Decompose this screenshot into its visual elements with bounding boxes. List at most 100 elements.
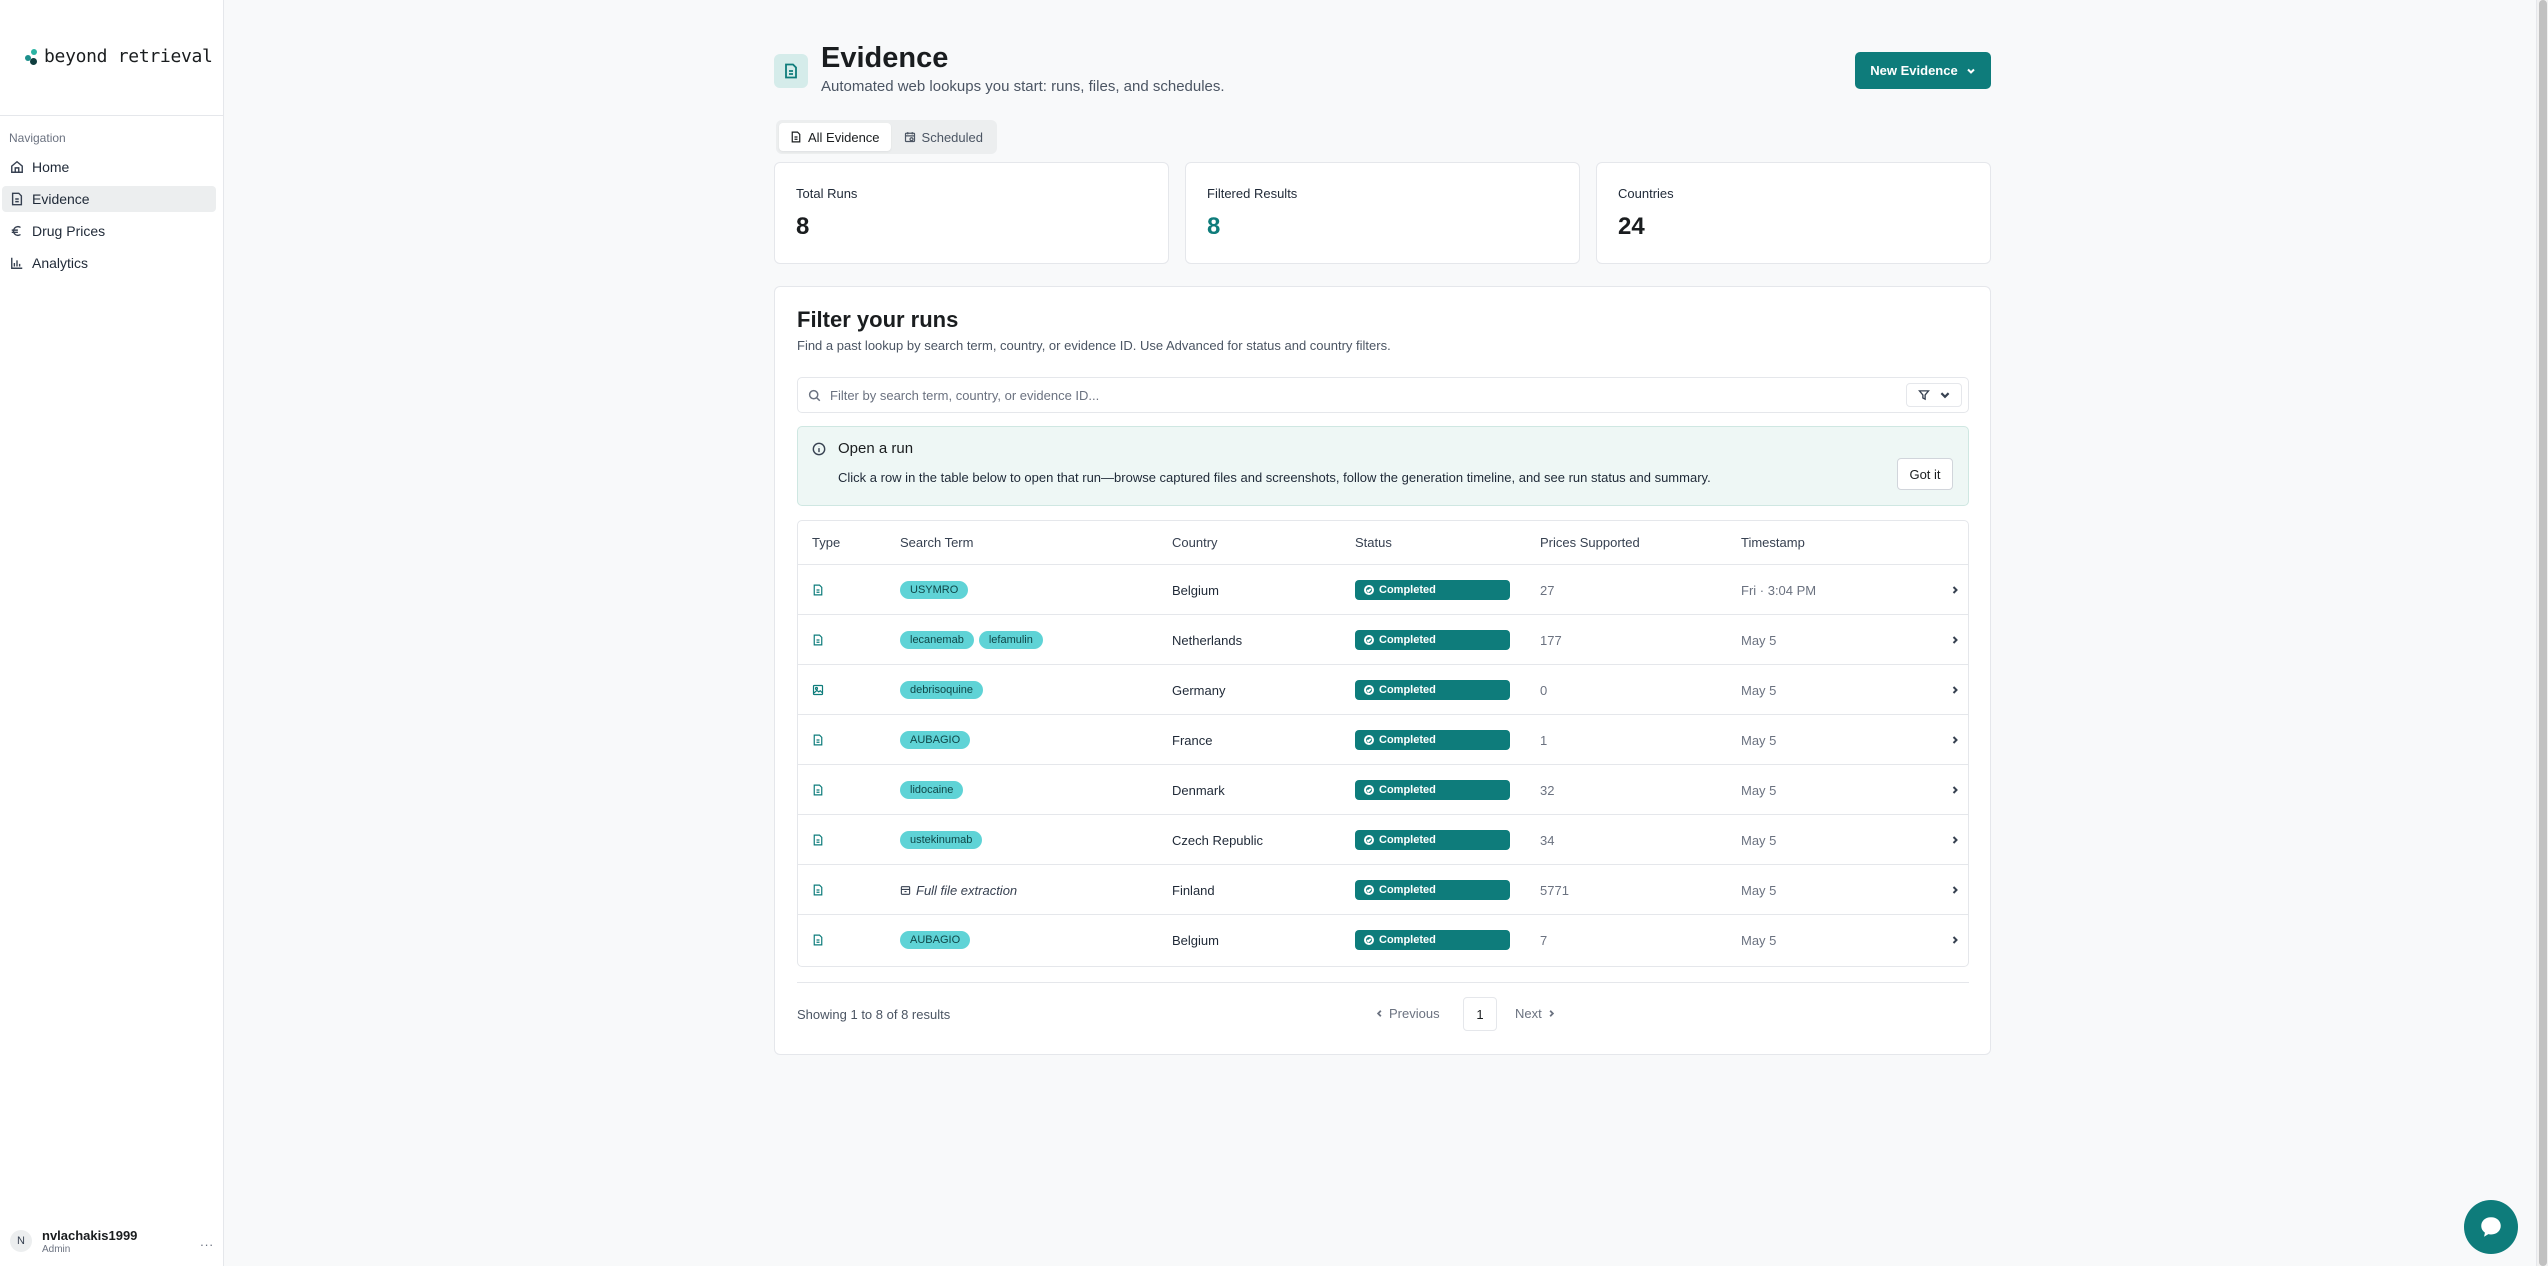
status-cell: Completed — [1355, 865, 1510, 915]
check-circle-icon — [1364, 735, 1374, 745]
search-icon — [808, 389, 821, 402]
status-label: Completed — [1379, 634, 1436, 646]
sidebar-item-analytics[interactable]: Analytics — [2, 250, 216, 276]
search-term-pill: lidocaine — [900, 781, 964, 799]
column-header: Type — [812, 535, 841, 550]
document-icon — [812, 815, 824, 865]
evidence-tabs: All Evidence Scheduled — [776, 120, 997, 154]
status-cell: Completed — [1355, 715, 1510, 765]
more-options-icon[interactable]: ... — [200, 1234, 214, 1249]
notice-title: Open a run — [838, 440, 914, 457]
got-it-button[interactable]: Got it — [1897, 458, 1953, 490]
search-term-pill: lecanemab — [900, 631, 974, 649]
brand-logo[interactable]: beyond retrieval — [24, 46, 213, 67]
search-term-cell: AUBAGIO — [900, 915, 975, 965]
status-label: Completed — [1379, 684, 1436, 696]
table-row[interactable]: lidocaine Denmark Completed 32 May 5 — [798, 765, 1968, 815]
info-icon — [812, 442, 826, 456]
search-input[interactable] — [830, 378, 1830, 412]
status-badge: Completed — [1355, 680, 1510, 700]
sidebar-item-label: Drug Prices — [32, 223, 106, 239]
open-run-notice: Open a run Click a row in the table belo… — [797, 426, 1969, 506]
sidebar-item-label: Home — [32, 159, 70, 175]
search-box — [797, 377, 1969, 413]
prices-cell: 177 — [1540, 632, 1562, 648]
table-row[interactable]: AUBAGIO France Completed 1 May 5 — [798, 715, 1968, 765]
stat-total-runs: Total Runs 8 — [774, 162, 1169, 264]
chevron-right-icon — [1950, 765, 1960, 815]
page-subtitle: Automated web lookups you start: runs, f… — [821, 78, 1225, 95]
table-row[interactable]: lecanemab lefamulin Netherlands Completed 17… — [798, 615, 1968, 665]
country-cell: Netherlands — [1172, 632, 1243, 648]
document-icon — [812, 565, 824, 615]
table-row[interactable]: USYMRO Belgium Completed 27 Fri · 3:04 PM — [798, 565, 1968, 615]
status-badge: Completed — [1355, 830, 1510, 850]
status-label: Completed — [1379, 734, 1436, 746]
check-circle-icon — [1364, 785, 1374, 795]
timestamp-cell: May 5 — [1741, 732, 1777, 748]
status-label: Completed — [1379, 584, 1436, 596]
check-circle-icon — [1364, 885, 1374, 895]
tab-all-evidence[interactable]: All Evidence — [779, 123, 891, 151]
scrollbar-thumb[interactable] — [2539, 0, 2547, 1266]
table-row[interactable]: AUBAGIO Belgium Completed 7 May 5 — [798, 915, 1968, 965]
chevron-right-icon — [1950, 615, 1960, 665]
status-label: Completed — [1379, 934, 1436, 946]
calendar-clock-icon — [904, 132, 915, 143]
euro-icon — [11, 225, 21, 237]
chat-launcher-button[interactable] — [2464, 1200, 2518, 1254]
filter-panel: Filter your runs Find a past lookup by s… — [774, 286, 1991, 1055]
filter-description: Find a past lookup by search term, count… — [797, 338, 1391, 353]
chevron-right-icon — [1950, 665, 1960, 715]
check-circle-icon — [1364, 935, 1374, 945]
status-badge: Completed — [1355, 730, 1510, 750]
document-icon — [812, 915, 824, 965]
column-header: Country — [1172, 535, 1218, 550]
search-term-pill: USYMRO — [900, 581, 969, 599]
user-name: nvlachakis1999 — [42, 1227, 138, 1243]
nav-section-title: Navigation — [9, 131, 66, 145]
next-page-button[interactable]: Next — [1515, 1006, 1556, 1021]
search-term-cell: debrisoquine — [900, 665, 988, 715]
sidebar-item-label: Evidence — [32, 191, 90, 207]
document-icon — [791, 131, 801, 143]
country-cell: Belgium — [1172, 582, 1219, 598]
avatar: N — [10, 1230, 32, 1252]
sidebar: beyond retrieval Navigation Home Evidenc… — [0, 0, 224, 1266]
status-label: Completed — [1379, 834, 1436, 846]
full-file-label: Full file extraction — [916, 882, 1018, 898]
country-cell: Czech Republic — [1172, 832, 1264, 848]
status-cell: Completed — [1355, 565, 1510, 615]
status-badge: Completed — [1355, 580, 1510, 600]
tab-label: Scheduled — [921, 129, 983, 145]
table-row[interactable]: Full file extraction Finland Completed 5771… — [798, 865, 1968, 915]
sidebar-item-home[interactable]: Home — [2, 154, 216, 180]
timestamp-cell: May 5 — [1741, 882, 1777, 898]
brand-name: beyond retrieval — [44, 46, 213, 67]
sidebar-item-drug-prices[interactable]: Drug Prices — [2, 218, 216, 244]
tab-scheduled[interactable]: Scheduled — [893, 123, 994, 151]
column-header: Prices Supported — [1540, 535, 1640, 550]
status-label: Completed — [1379, 884, 1436, 896]
previous-label: Previous — [1389, 1006, 1440, 1021]
page-title: Evidence — [821, 42, 949, 74]
document-icon — [812, 765, 824, 815]
table-row[interactable]: ustekinumab Czech Republic Completed 34 May … — [798, 815, 1968, 865]
sidebar-item-evidence[interactable]: Evidence — [2, 186, 216, 212]
new-evidence-button[interactable]: New Evidence — [1855, 52, 1991, 89]
table-row[interactable]: debrisoquine Germany Completed 0 May 5 — [798, 665, 1968, 715]
country-cell: Denmark — [1172, 782, 1225, 798]
document-icon — [11, 192, 23, 206]
user-menu[interactable]: N nvlachakis1999 Admin ... — [10, 1224, 214, 1258]
document-icon — [812, 715, 824, 765]
search-term-cell: USYMRO — [900, 565, 973, 615]
advanced-filter-button[interactable] — [1906, 383, 1962, 407]
previous-page-button[interactable]: Previous — [1375, 1006, 1440, 1021]
prices-cell: 27 — [1540, 582, 1555, 598]
stat-filtered-results: Filtered Results 8 — [1185, 162, 1580, 264]
search-term-cell: lidocaine — [900, 765, 968, 815]
page-number-button[interactable]: 1 — [1463, 997, 1497, 1031]
results-summary: Showing 1 to 8 of 8 results — [797, 1007, 951, 1022]
stat-value: 8 — [1207, 213, 1221, 240]
page-scrollbar[interactable] — [2536, 0, 2548, 1266]
